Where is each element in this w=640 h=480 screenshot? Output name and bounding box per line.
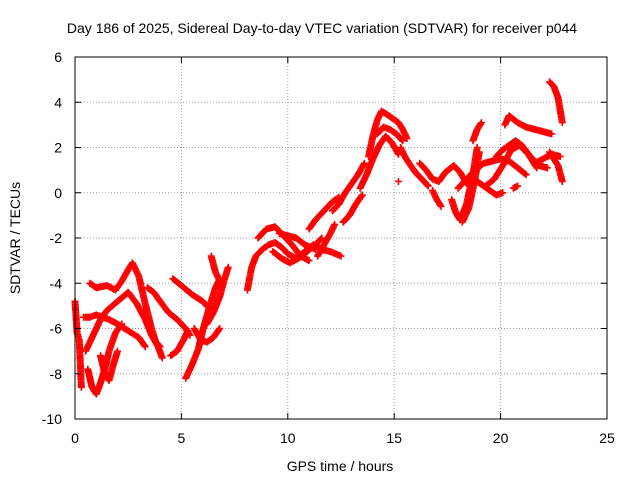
tick-marks [74, 56, 608, 420]
series-trace-12 [203, 263, 232, 328]
plus-marker [403, 134, 411, 142]
series-trace-40 [394, 177, 402, 185]
plus-marker [475, 148, 483, 156]
plus-marker [331, 220, 339, 228]
plus-marker [305, 257, 313, 265]
plus-marker [423, 181, 431, 189]
plus-marker [437, 202, 445, 210]
plus-marker [558, 119, 566, 127]
plus-marker [522, 171, 530, 179]
y-tick-label: -8 [50, 366, 63, 382]
plus-marker [477, 119, 485, 127]
plus-marker [556, 153, 564, 161]
plus-marker [114, 347, 122, 355]
y-tick-label: -2 [50, 230, 63, 246]
series-trace-37 [509, 182, 522, 192]
plus-marker [424, 182, 432, 190]
data-marks [71, 78, 566, 398]
plus-marker [398, 136, 406, 144]
plus-marker [394, 177, 402, 185]
plus-marker [543, 164, 551, 172]
series-trace-38 [546, 78, 566, 127]
series-trace-24 [373, 123, 407, 145]
plus-marker [215, 326, 223, 334]
y-tick-label: 2 [54, 140, 62, 156]
x-tick-label: 25 [599, 430, 615, 446]
series-trace-20 [328, 159, 368, 215]
y-tick-label: -6 [50, 321, 63, 337]
plus-marker [77, 383, 85, 391]
series-trace-34 [467, 173, 507, 199]
series-trace-22 [356, 132, 402, 192]
x-tick-label: 0 [71, 430, 79, 446]
x-axis-label: GPS time / hours [287, 458, 394, 474]
plus-marker [399, 137, 407, 145]
chart-title: Day 186 of 2025, Sidereal Day-to-day VTE… [67, 20, 577, 36]
x-tick-label: 10 [280, 430, 296, 446]
tick-labels: 0 5 10 15 20 25 -10 -8 -6 -4 -2 0 2 4 6 [42, 49, 615, 446]
series-trace-21 [339, 191, 366, 226]
series-trace-6 [97, 347, 122, 385]
plus-marker [318, 234, 326, 242]
series-trace-19 [314, 220, 339, 260]
plus-marker [477, 120, 485, 128]
series-trace-4 [80, 311, 149, 351]
y-tick-label: 6 [54, 49, 62, 65]
series-trace-8 [167, 327, 192, 360]
plus-marker [311, 245, 319, 253]
y-tick-label: 4 [54, 94, 62, 110]
plus-marker [521, 170, 529, 178]
series-trace-5 [84, 320, 126, 398]
series-trace-13 [207, 252, 224, 285]
plus-marker [436, 201, 444, 209]
series-trace-30 [469, 119, 485, 145]
plus-marker [317, 235, 325, 243]
plus-marker [184, 327, 192, 335]
plus-marker [158, 354, 166, 362]
series-trace-23 [365, 107, 411, 161]
x-tick-label: 20 [493, 430, 509, 446]
series-trace-17 [275, 229, 319, 253]
plus-marker [224, 263, 232, 271]
plus-marker [514, 182, 522, 190]
series-trace-1 [71, 297, 85, 391]
plus-marker [216, 325, 224, 332]
series-trace-35 [501, 112, 556, 138]
plus-marker [117, 321, 125, 329]
plus-marker [140, 341, 148, 349]
x-tick-label: 5 [178, 430, 186, 446]
plus-marker [337, 252, 345, 260]
series-trace-18 [305, 193, 343, 233]
y-axis-label: SDTVAR / TECUs [7, 182, 23, 294]
plot-frame [74, 56, 608, 420]
plus-marker [216, 277, 224, 285]
y-tick-label: -10 [42, 411, 62, 427]
plus-marker [360, 159, 368, 167]
series-trace-27 [429, 186, 445, 210]
series-trace-39 [546, 148, 566, 185]
y-tick-label: -4 [50, 275, 63, 291]
plus-marker [118, 320, 126, 328]
series-trace-11 [190, 325, 224, 346]
plus-marker [548, 130, 556, 138]
plus-marker [358, 191, 366, 199]
plus-marker [357, 192, 365, 200]
grid-lines [75, 57, 607, 419]
plus-marker [499, 189, 507, 197]
plus-marker [141, 343, 149, 351]
series-trace-25 [397, 144, 432, 190]
x-tick-label: 15 [386, 430, 402, 446]
plus-marker [473, 144, 481, 151]
y-tick-label: 0 [54, 185, 62, 201]
plus-marker [558, 177, 566, 185]
